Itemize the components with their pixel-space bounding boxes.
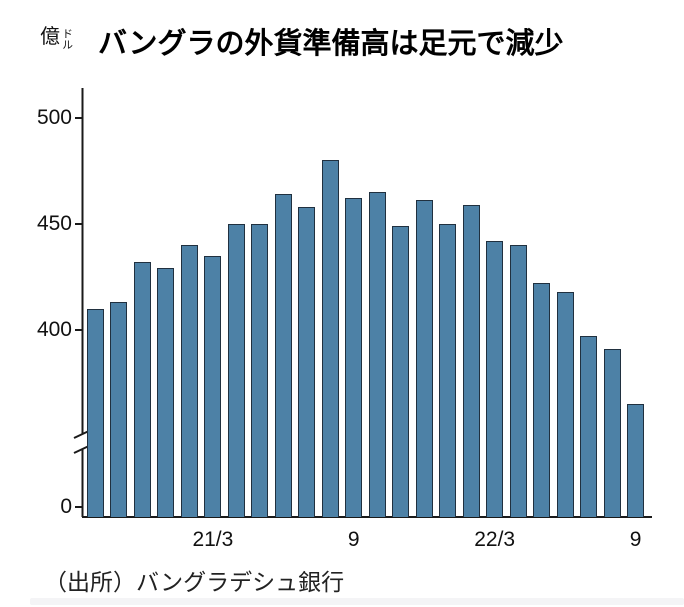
bar-21/5 [251, 223, 269, 517]
bar-21/12 [415, 200, 433, 517]
bar-22/5 [533, 283, 551, 517]
bar-21/11 [392, 225, 410, 517]
chart-title: バングラの外貨準備高は足元で減少 [98, 28, 564, 60]
bar-21/10 [368, 191, 386, 517]
bar-21/6 [274, 194, 292, 517]
bar-20/11 [110, 302, 128, 517]
bar-22/1 [439, 223, 457, 517]
y-axis-tick-mark [75, 116, 83, 119]
y-axis-tick-label: 0 [60, 495, 72, 518]
bar-22/9 [627, 404, 645, 517]
bar-22/7 [580, 336, 598, 517]
y-axis-tick-mark [75, 506, 83, 508]
bar-20/12 [133, 262, 151, 517]
y-axis-tick-mark [75, 222, 83, 225]
x-axis-tick-label: 21/3 [192, 528, 234, 551]
bar-22/8 [603, 349, 621, 517]
bar-20/10 [87, 308, 104, 517]
bar-21/7 [298, 206, 316, 517]
bar-21/2 [180, 245, 198, 517]
y-axis-tick-label: 400 [36, 318, 72, 341]
bar-22/3 [486, 240, 504, 517]
x-axis-tick-label: 22/3 [474, 528, 516, 551]
y-axis-unit-main: 億 [40, 26, 60, 48]
y-axis-unit-small: ドル [60, 28, 73, 50]
bar-21/3 [204, 255, 222, 517]
y-axis-tick-label: 500 [36, 105, 72, 129]
y-axis-tick-label: 450 [36, 211, 72, 235]
bar-22/2 [462, 204, 480, 517]
bar-21/1 [157, 268, 175, 517]
y-axis-unit-label: 億 ドル [40, 26, 73, 50]
bar-21/8 [321, 160, 339, 517]
x-axis-tick-label: 9 [629, 528, 642, 551]
x-axis-tick-label: 9 [347, 528, 360, 551]
source-caption: （出所）バングラデシュ銀行 [44, 569, 345, 595]
bar-22/6 [556, 291, 574, 517]
bottom-divider-bar [30, 598, 684, 605]
bar-21/9 [345, 198, 363, 517]
y-axis-tick-mark [75, 329, 83, 331]
bar-21/4 [227, 223, 245, 517]
bar-22/4 [509, 245, 527, 517]
